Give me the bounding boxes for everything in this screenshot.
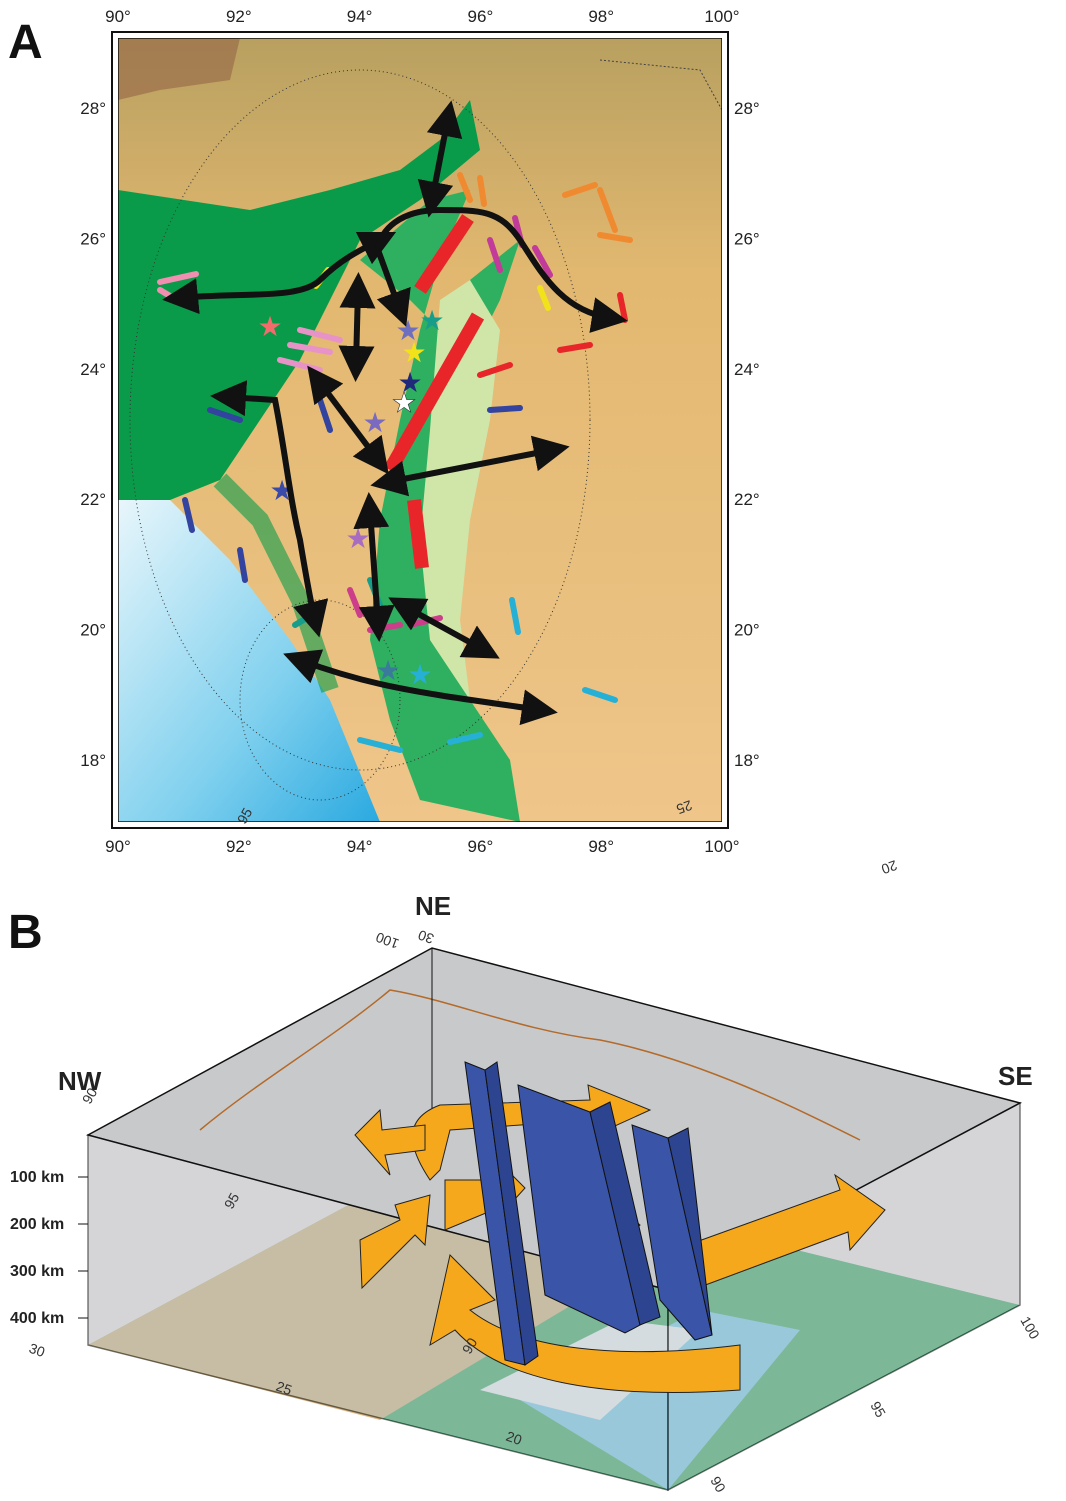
panel-label: A [8,16,43,69]
grid-label: 90 [707,1474,729,1496]
map-a: ★ ★ ★ ★ ★ ★ ★ ★ ★ ★ ★ [118,38,722,822]
svg-text:★: ★ [257,311,282,342]
svg-text:★: ★ [407,659,432,690]
direction-label: NE [415,891,451,921]
lat-tick-label: 28° [80,99,106,118]
lat-tick-label: 24° [734,360,760,379]
lat-tick-label: 24° [80,360,106,379]
lon-tick-label: 90° [105,7,131,26]
lon-tick-label: 90° [105,837,131,856]
lon-tick-label: 92° [226,837,252,856]
depth-label: 300 km [10,1263,64,1280]
lat-tick-label: 20° [80,621,106,640]
lon-tick-label: 96° [468,837,494,856]
lon-tick-label: 96° [468,7,494,26]
depth-label: 400 km [10,1310,64,1327]
lon-tick-label: 94° [347,7,373,26]
svg-text:★: ★ [362,407,387,438]
lat-tick-label: 22° [734,490,760,509]
lon-tick-label: 98° [588,837,614,856]
lat-tick-label: 18° [80,751,106,770]
grid-label: 100 [1017,1314,1043,1342]
depth-label: 200 km [10,1216,64,1233]
figure: ★ ★ ★ ★ ★ ★ ★ ★ ★ ★ ★ A [0,0,1066,1496]
lon-tick-label: 100° [704,7,739,26]
grid-label: 100 [373,929,401,952]
lat-tick-label: 18° [734,751,760,770]
lat-tick-label: 28° [734,99,760,118]
direction-label: SE [998,1061,1033,1091]
lat-tick-label: 20° [734,621,760,640]
grid-label: 30 [27,1340,47,1360]
svg-text:★: ★ [391,387,416,418]
lat-tick-label: 26° [80,229,106,248]
svg-text:★: ★ [345,523,370,554]
lat-tick-label: 26° [734,229,760,248]
lon-tick-label: 94° [347,837,373,856]
lon-tick-label: 100° [704,837,739,856]
grid-label: 95 [867,1399,889,1421]
panel-label: B [8,906,43,959]
svg-text:★: ★ [419,305,444,336]
lon-tick-label: 98° [588,7,614,26]
grid-label: 30 [416,927,436,947]
lat-tick-label: 22° [80,490,106,509]
svg-text:★: ★ [401,337,426,368]
lon-tick-label: 92° [226,7,252,26]
depth-label: 100 km [10,1169,64,1186]
grid-label: 20 [879,857,899,877]
